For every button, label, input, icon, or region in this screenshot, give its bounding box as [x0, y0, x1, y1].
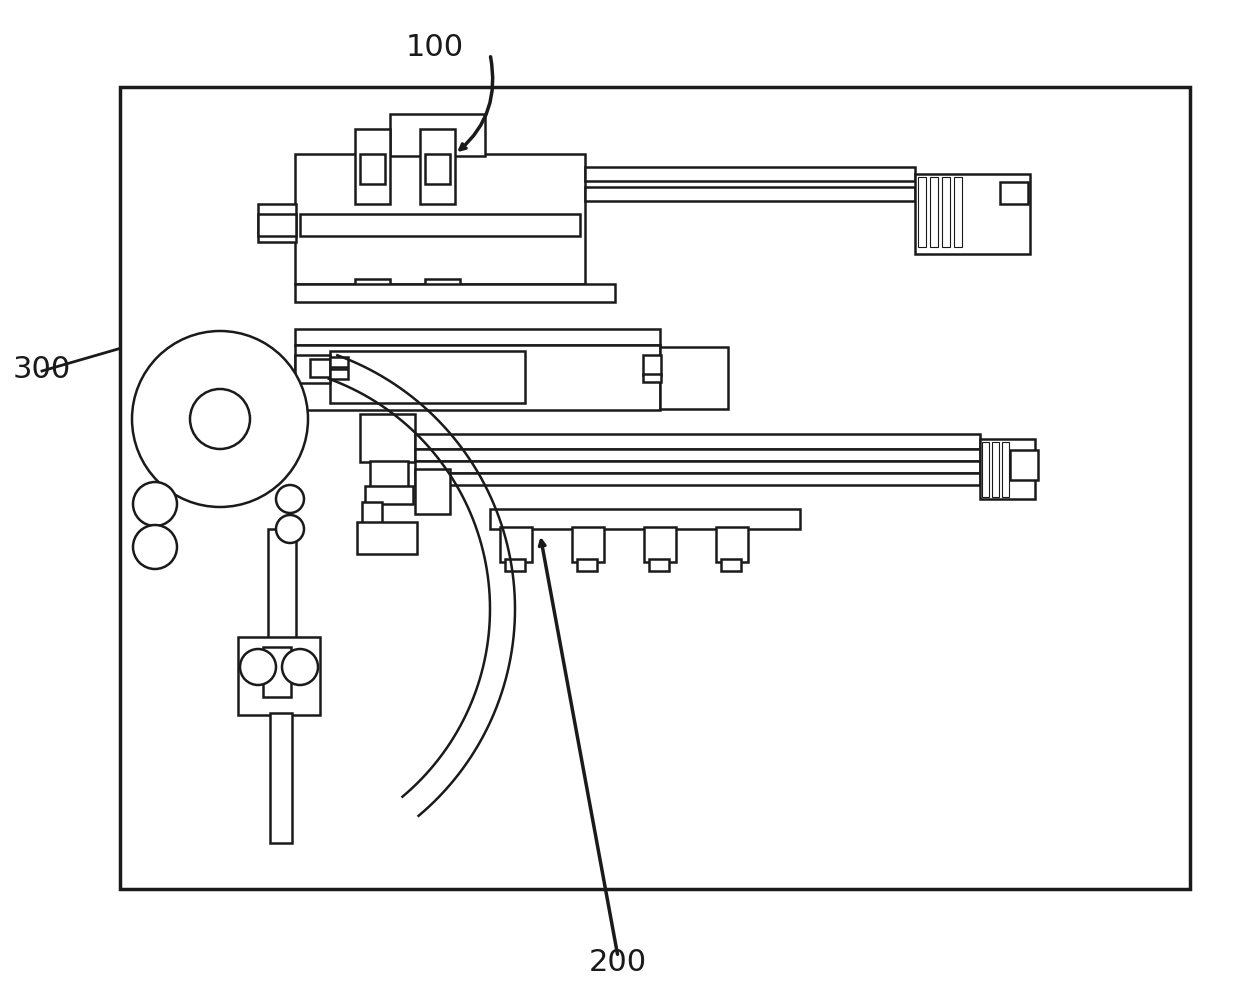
Bar	[992, 442, 999, 497]
Text: 200: 200	[589, 948, 647, 977]
Bar	[505, 560, 525, 572]
Bar	[295, 330, 660, 346]
Bar	[415, 434, 980, 449]
Bar	[330, 352, 525, 403]
Bar	[915, 175, 1030, 255]
Bar	[357, 523, 417, 555]
Bar	[715, 528, 748, 563]
Circle shape	[190, 389, 250, 449]
Bar	[258, 205, 296, 243]
Bar	[362, 503, 382, 525]
Bar	[415, 469, 450, 515]
Circle shape	[277, 485, 304, 514]
Bar	[425, 280, 460, 300]
Bar	[415, 473, 980, 485]
Bar	[365, 486, 413, 505]
Bar	[295, 346, 660, 410]
Circle shape	[133, 526, 177, 570]
Bar	[942, 178, 950, 248]
Circle shape	[281, 649, 317, 685]
Bar	[330, 358, 348, 368]
Bar	[120, 88, 1190, 889]
Bar	[295, 356, 330, 383]
Bar	[999, 183, 1028, 205]
Bar	[425, 154, 450, 185]
Bar	[355, 280, 391, 300]
Bar	[720, 560, 742, 572]
Bar	[415, 449, 980, 461]
Bar	[930, 178, 937, 248]
Bar	[360, 154, 384, 185]
Bar	[415, 461, 980, 473]
Circle shape	[133, 482, 177, 527]
Bar	[1002, 442, 1009, 497]
Bar	[954, 178, 962, 248]
Bar	[370, 461, 408, 491]
Bar	[644, 375, 661, 382]
Bar	[270, 713, 291, 844]
Bar	[355, 129, 391, 205]
Bar	[490, 510, 800, 530]
Bar	[644, 356, 661, 376]
Bar	[980, 439, 1035, 499]
Bar	[500, 528, 532, 563]
Bar	[420, 129, 455, 205]
Bar	[391, 115, 485, 156]
Bar	[918, 178, 926, 248]
Bar	[585, 188, 915, 202]
Bar	[263, 647, 291, 697]
Bar	[644, 528, 676, 563]
Bar	[238, 637, 320, 715]
Bar	[585, 168, 915, 182]
Bar	[1011, 450, 1038, 480]
Bar	[660, 348, 728, 409]
Circle shape	[131, 332, 308, 508]
Bar	[295, 285, 615, 303]
Circle shape	[277, 516, 304, 544]
Circle shape	[241, 649, 277, 685]
Bar	[295, 154, 585, 285]
Bar	[330, 370, 348, 379]
Bar	[572, 528, 604, 563]
Bar	[577, 560, 596, 572]
Bar	[649, 560, 670, 572]
Bar	[268, 530, 296, 639]
Bar	[300, 215, 580, 237]
Bar	[310, 360, 330, 377]
Text: 100: 100	[405, 32, 464, 61]
Bar	[258, 215, 296, 237]
Bar	[982, 442, 990, 497]
Bar	[360, 414, 415, 462]
Text: 300: 300	[12, 355, 71, 384]
